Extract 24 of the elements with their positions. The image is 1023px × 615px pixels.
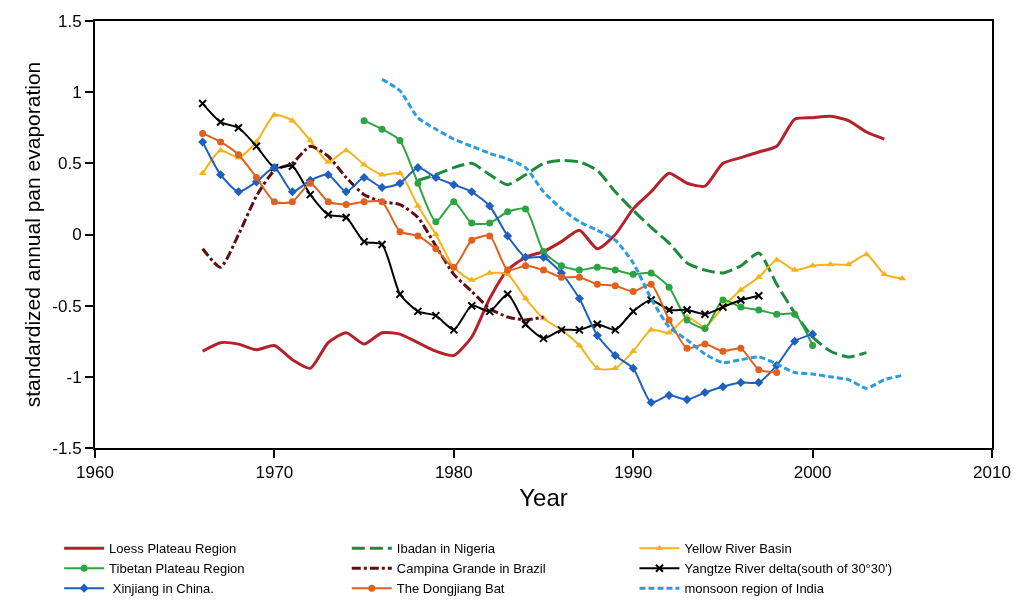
x-tick-label: 1970 (255, 463, 294, 483)
y-tick-label: 1.5 (57, 11, 82, 31)
legend-label: Tibetan Plateau Region (109, 561, 245, 577)
legend-label: Loess Plateau Region (109, 541, 237, 557)
legend-label: Yangtze River delta(south of 30°30') (684, 561, 893, 577)
legend-label: Xinjiang in China. (109, 581, 214, 597)
y-tick-label: -0.5 (52, 296, 82, 316)
x-tick-label: 1960 (76, 463, 114, 483)
x-tick-label: 2000 (793, 463, 832, 483)
y-axis-title: standardized annual pan evaporation (20, 61, 44, 408)
legend-label: monsoon region of India (684, 581, 825, 597)
x-tick-label: 1980 (434, 463, 473, 483)
y-tick-label: -1.5 (52, 438, 82, 458)
legend-label: The Dongjiang Bat (396, 581, 505, 597)
x-tick-label: 2010 (973, 463, 1011, 483)
y-tick-label: 1 (72, 83, 82, 103)
legend-label: Ibadan in Nigeria (396, 541, 496, 557)
y-tick-label: -1 (66, 367, 82, 387)
legend-label: Yellow River Basin (684, 541, 792, 557)
y-tick-label: 0 (72, 225, 82, 245)
legend-label: Campina Grande in Brazil (396, 561, 546, 577)
x-axis-title: Year (519, 484, 568, 512)
x-tick-label: 1990 (614, 463, 653, 483)
y-tick-label: 0.5 (57, 154, 82, 174)
